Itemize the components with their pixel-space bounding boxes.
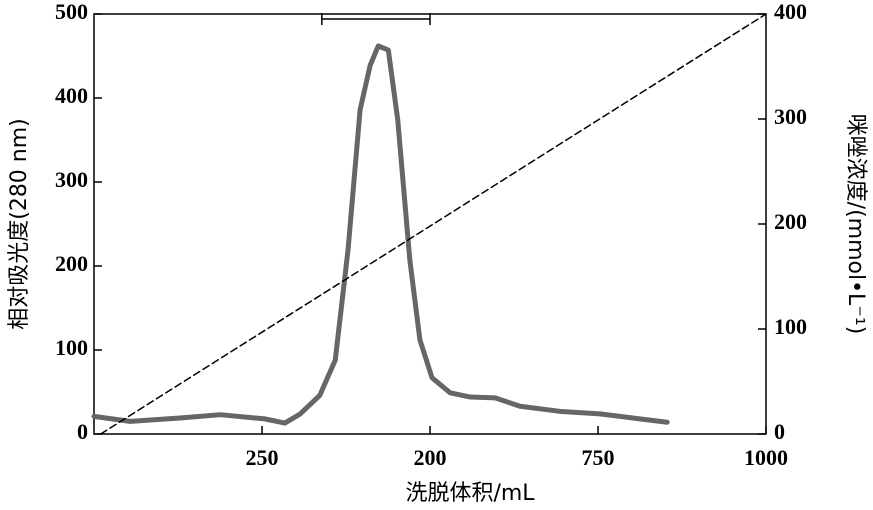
y2-tick-label: 300 <box>774 104 807 129</box>
y2-tick-label: 0 <box>774 419 785 444</box>
x-tick-label: 750 <box>582 445 615 470</box>
y2-tick-label: 100 <box>774 314 807 339</box>
x-tick-label: 1000 <box>744 445 788 470</box>
fraction-bracket <box>321 13 431 25</box>
y-tick-label: 300 <box>55 167 88 192</box>
y2-axis-label: 咪唑浓度/(mmol•L⁻¹) <box>843 114 868 335</box>
y-tick-label: 500 <box>55 0 88 24</box>
y-tick-label: 0 <box>77 419 88 444</box>
y-axis-label: 相对吸光度(280 nm) <box>7 118 32 330</box>
y-tick-label: 200 <box>55 251 88 276</box>
absorbance-line <box>91 43 670 426</box>
x-tick-label: 250 <box>246 445 279 470</box>
imidazole-line <box>99 13 767 435</box>
x-axis-label: 洗脱体积/mL <box>405 481 535 506</box>
y2-tick-label: 400 <box>774 0 807 24</box>
x-tick-label: 200 <box>414 445 447 470</box>
y2-tick-label: 200 <box>774 209 807 234</box>
y-tick-label: 400 <box>55 83 88 108</box>
y-tick-label: 100 <box>55 335 88 360</box>
